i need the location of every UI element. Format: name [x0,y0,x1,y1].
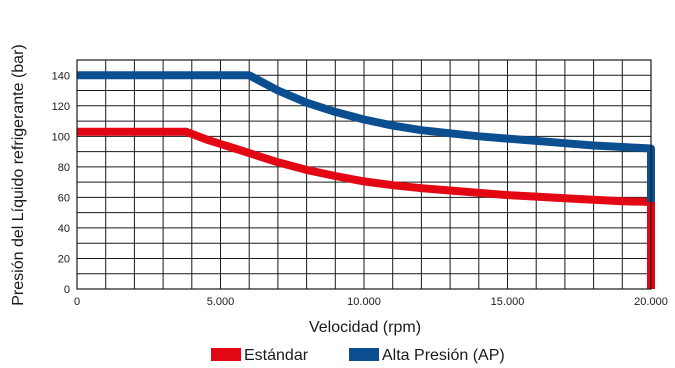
x-tick-label: 0 [74,296,80,308]
y-axis-ticks: 0 20 40 60 80 100 120 140 [52,70,70,296]
legend-swatch-alta-presion [349,348,379,361]
series-line-estandar [77,127,655,289]
series-line-alta-presion [77,71,655,202]
legend-swatch-estandar [211,348,241,361]
y-tick-label: 120 [52,101,70,113]
y-axis-title: Presión del Líquido refrigerante (bar) [10,44,27,305]
plot-area [77,71,655,289]
x-tick-label: 5.000 [207,296,235,308]
y-tick-label: 100 [52,131,70,143]
x-tick-label: 15.000 [491,296,525,308]
legend: Estándar Alta Presión (AP) [211,347,505,364]
x-axis-ticks: 0 5.000 10.000 15.000 20.000 [74,296,668,308]
y-tick-label: 60 [58,192,70,204]
y-tick-label: 0 [64,284,70,296]
grid [76,59,652,290]
x-axis-title: Velocidad (rpm) [309,319,421,336]
y-tick-label: 20 [58,253,70,265]
y-tick-label: 40 [58,223,70,235]
x-tick-label: 20.000 [634,296,668,308]
legend-label-alta-presion: Alta Presión (AP) [382,347,505,364]
legend-label-estandar: Estándar [244,347,309,364]
plot-frame [76,59,652,290]
y-tick-label: 80 [58,162,70,174]
x-tick-label: 10.000 [347,296,381,308]
y-tick-label: 140 [52,70,70,82]
